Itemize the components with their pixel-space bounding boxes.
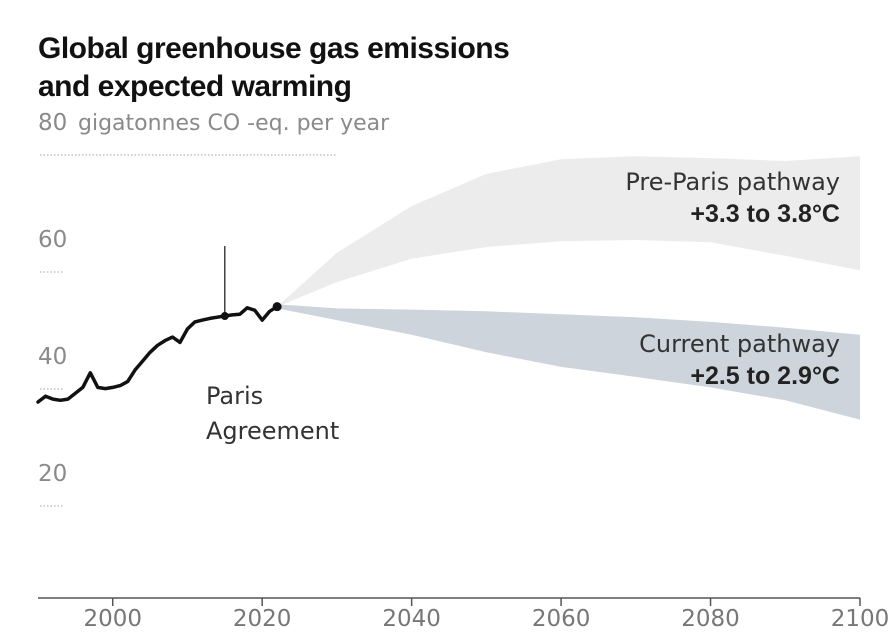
x-tick-label: 2040: [382, 606, 441, 632]
x-tick-label: 2080: [681, 606, 740, 632]
x-tick-label: 2000: [83, 606, 142, 632]
historical-emissions-line: [36, 304, 279, 404]
x-tick-label: 2060: [532, 606, 591, 632]
chart-title-line-2: and expected warming: [38, 70, 352, 103]
band-label-pre-paris: Pre-Paris pathway: [625, 168, 840, 196]
x-tick-label: 2020: [233, 606, 292, 632]
band-warming-current: +2.5 to 2.9°C: [690, 362, 840, 390]
chart-title: Global greenhouse gas emissions and expe…: [38, 30, 598, 106]
paris-agreement-label: Paris: [206, 382, 263, 410]
x-tick-label: 2100: [831, 606, 890, 632]
chart-title-line-1: Global greenhouse gas emissions: [38, 32, 510, 65]
band-pre-paris: [277, 156, 861, 307]
paris-agreement-marker: [220, 312, 229, 321]
latest-point-marker: [272, 302, 282, 312]
band-label-current: Current pathway: [639, 330, 840, 358]
y-tick-label: 60: [38, 227, 67, 253]
y-axis-unit-label: gigatonnes CO -eq. per year: [78, 111, 390, 136]
band-warming-pre-paris: +3.3 to 3.8°C: [690, 200, 840, 228]
band-current: [277, 304, 861, 420]
y-tick-label: 80: [38, 110, 67, 136]
y-tick-label: 20: [38, 461, 67, 487]
y-tick-label: 40: [38, 344, 67, 370]
paris-agreement-label: Agreement: [206, 417, 339, 445]
